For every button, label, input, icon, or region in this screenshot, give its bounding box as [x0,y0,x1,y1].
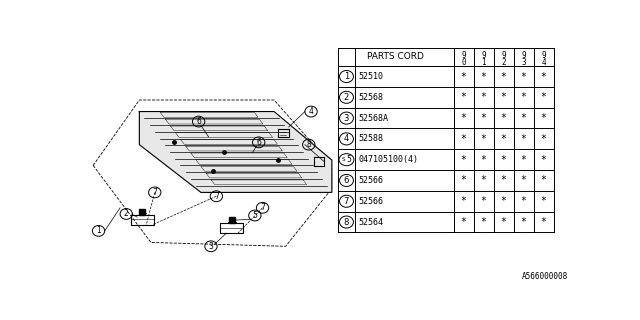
Text: 9: 9 [541,52,546,60]
Text: 4: 4 [344,134,349,143]
Text: 9: 9 [481,52,486,60]
Text: 4: 4 [541,59,546,68]
Text: 047105100(4): 047105100(4) [359,155,419,164]
Text: *: * [500,71,506,82]
Text: PARTS CORD: PARTS CORD [367,52,424,61]
Text: *: * [461,92,467,102]
Text: *: * [500,196,506,206]
Text: 1: 1 [96,227,101,236]
Text: *: * [461,134,467,144]
Text: *: * [500,155,506,165]
Text: 8: 8 [307,140,311,149]
Text: *: * [521,134,527,144]
Text: 52564: 52564 [359,218,384,227]
Text: *: * [481,217,486,227]
Text: *: * [461,71,467,82]
Text: *: * [481,71,486,82]
Text: *: * [541,113,547,123]
Text: *: * [521,196,527,206]
Text: *: * [500,134,506,144]
Text: 2: 2 [344,93,349,102]
Text: *: * [541,196,547,206]
Text: 2: 2 [501,59,506,68]
Text: *: * [500,217,506,227]
Text: 6: 6 [196,117,201,126]
Text: *: * [481,175,486,186]
Text: 1: 1 [481,59,486,68]
Text: *: * [541,217,547,227]
Text: *: * [481,196,486,206]
Text: *: * [481,155,486,165]
Text: 52566: 52566 [359,197,384,206]
Text: 52566: 52566 [359,176,384,185]
Text: *: * [461,175,467,186]
Text: *: * [541,155,547,165]
Text: A566000008: A566000008 [522,272,568,281]
Text: *: * [461,217,467,227]
Text: *: * [521,155,527,165]
Text: 3: 3 [521,59,526,68]
Text: *: * [521,92,527,102]
Text: *: * [481,92,486,102]
Text: 7: 7 [152,188,157,197]
Text: 6: 6 [344,176,349,185]
Text: 0: 0 [461,59,466,68]
Text: *: * [481,113,486,123]
Text: 52568: 52568 [359,93,384,102]
Text: 6: 6 [256,138,261,147]
Text: *: * [521,175,527,186]
Text: 7: 7 [214,192,219,201]
Text: *: * [461,196,467,206]
Text: *: * [541,134,547,144]
Text: *: * [500,92,506,102]
Text: 9: 9 [521,52,526,60]
Text: *: * [461,113,467,123]
Polygon shape [140,112,332,192]
Text: 52568A: 52568A [359,114,388,123]
Text: 7: 7 [344,197,349,206]
Text: *: * [481,134,486,144]
Text: 9: 9 [461,52,466,60]
Text: 9: 9 [501,52,506,60]
Text: *: * [500,113,506,123]
Text: 52588: 52588 [359,134,384,143]
Text: *: * [521,217,527,227]
Text: 3: 3 [209,242,213,251]
Text: 1: 1 [344,72,349,81]
Text: *: * [541,71,547,82]
Text: 5: 5 [346,155,351,164]
Text: 4: 4 [308,107,314,116]
Text: 8: 8 [344,218,349,227]
Text: 5: 5 [252,211,257,220]
Text: *: * [541,92,547,102]
Text: *: * [541,175,547,186]
Text: 2: 2 [124,210,129,219]
Text: *: * [521,71,527,82]
Text: *: * [521,113,527,123]
Text: 3: 3 [344,114,349,123]
Text: 52510: 52510 [359,72,384,81]
Text: S: S [342,157,345,162]
Text: *: * [500,175,506,186]
Text: 7: 7 [260,203,265,212]
Text: *: * [461,155,467,165]
